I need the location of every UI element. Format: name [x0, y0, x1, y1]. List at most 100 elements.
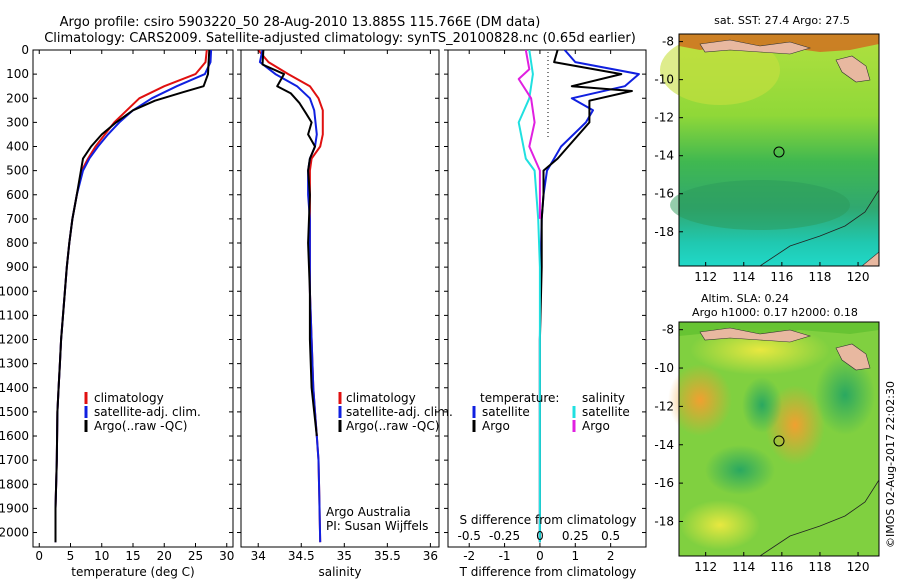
temperature-lines: [54, 50, 213, 543]
map-y-tick-label: -12: [654, 399, 674, 413]
sst-warm-patch: [660, 35, 780, 105]
difference-panel-frame: [447, 49, 647, 548]
x-tick-label: 20: [157, 549, 172, 563]
x-tick-label: 0: [536, 549, 544, 563]
depth-axis: 0 100 200 300 400 500 600 700 800 900 1000 1100 1200…: [0, 43, 646, 540]
depth-tick-label: 200: [6, 91, 29, 105]
s-difference-tick-label: 0: [536, 529, 544, 543]
map-y-tick-label: -14: [654, 149, 674, 163]
sst-island-1: [699, 39, 812, 55]
sla-map-frame: [678, 321, 880, 557]
map-x-tick-label: 112: [694, 560, 717, 574]
sla-island-2: [835, 343, 871, 371]
depth-tick-label: 0: [21, 43, 29, 57]
legend-header-temperature: temperature:: [480, 391, 559, 405]
salinity-xlabel: salinity: [318, 565, 361, 579]
map-y-tick-label: -8: [662, 35, 674, 49]
x-tick-label: 25: [188, 549, 203, 563]
legend-label-sal-satellite: satellite: [582, 405, 630, 419]
map-x-tick-label: 114: [732, 270, 755, 284]
temperature-x-axis: 0 5 10 15 20 25 30: [35, 50, 234, 563]
title-line-1: Argo profile: csiro 5903220_50 28-Aug-20…: [60, 15, 541, 30]
series-line-climatology: [257, 50, 324, 543]
map-x-tick-label: 116: [770, 270, 793, 284]
s-difference-tick-label: 0.5: [601, 529, 620, 543]
depth-tick-label: 800: [6, 236, 29, 250]
depth-tick-label: 1700: [0, 453, 29, 467]
t-difference-label: T difference from climatology: [459, 565, 637, 579]
x-tick-label: 36: [423, 549, 438, 563]
map-y-tick-label: -12: [654, 111, 674, 125]
s-difference-tick-label: 0.25: [562, 529, 589, 543]
x-tick-label: -1: [499, 549, 511, 563]
map-y-tick-label: -16: [654, 476, 674, 490]
map-y-tick-label: -8: [662, 323, 674, 337]
x-tick-label: 35: [337, 549, 352, 563]
annotation-argo-australia: Argo Australia: [326, 505, 411, 519]
x-tick-label: 34: [251, 549, 266, 563]
series-line-salinity-argo: [517, 50, 541, 219]
map-x-tick-label: 120: [847, 560, 870, 574]
depth-tick-label: 500: [6, 164, 29, 178]
legend-label-sal-argo: Argo: [582, 419, 610, 433]
sst-island-2: [835, 55, 871, 83]
depth-tick-label: 300: [6, 115, 29, 129]
series-line-salinity-satellite: [517, 50, 541, 543]
salinity-x-axis: 34 34.5 35 35.5 36: [251, 50, 438, 563]
map-x-tick-label: 118: [808, 560, 831, 574]
legend-label-satellite: satellite-adj. clim.: [346, 405, 453, 419]
s-difference-tick-label: -0.25: [489, 529, 520, 543]
depth-tick-label: 1900: [0, 501, 29, 515]
title-line-2: Climatology: CARS2009. Satellite-adjuste…: [44, 31, 636, 46]
sla-green-patch-2: [815, 355, 875, 435]
sla-map-title-1: Altim. SLA: 0.24: [701, 292, 789, 305]
sst-map: [660, 33, 880, 267]
series-line-temperature-argo: [538, 50, 633, 543]
depth-tick-label: 400: [6, 140, 29, 154]
depth-tick-label: 2000: [0, 526, 29, 540]
sla-green-patch-1: [742, 377, 782, 433]
sla-yellow-patch-south: [680, 500, 760, 550]
salinity-legend: climatology satellite-adj. clim. Argo(..…: [338, 391, 453, 433]
map-y-tick-label: -10: [654, 73, 674, 87]
x-tick-label: 35.5: [374, 549, 401, 563]
salinity-lines: [257, 50, 324, 543]
series-line-satellite-adj-clim-: [54, 50, 213, 543]
sst-coastline-australia: [759, 189, 880, 267]
sla-map-axes: 112 114 116 118 120 -8 -10 -12 -14 -16 -18: [654, 323, 869, 574]
map-y-tick-label: -18: [654, 514, 674, 528]
sla-green-patch-3: [705, 445, 775, 495]
x-tick-label: 1: [571, 549, 579, 563]
map-x-tick-label: 118: [808, 270, 831, 284]
legend-header-salinity: salinity: [582, 391, 625, 405]
sst-map-axes: 112 114 116 118 120 -8 -10 -12 -14 -16 -18: [654, 35, 869, 284]
s-difference-tick-label: -0.5: [458, 529, 481, 543]
s-difference-label: S difference from climatology: [460, 513, 637, 527]
legend-label-argo: Argo(..raw -QC): [94, 419, 187, 433]
map-y-tick-label: -14: [654, 438, 674, 452]
map-x-tick-label: 116: [770, 560, 793, 574]
legend-label-satellite: satellite-adj. clim.: [94, 405, 201, 419]
map-y-tick-label: -16: [654, 187, 674, 201]
legend-label-temp-argo: Argo: [482, 419, 510, 433]
x-tick-label: 10: [94, 549, 109, 563]
sla-map-title-2: Argo h1000: 0.17 h2000: 0.18: [692, 306, 858, 319]
sla-island-1: [699, 327, 812, 343]
map-x-tick-label: 112: [694, 270, 717, 284]
legend-label-temp-satellite: satellite: [482, 405, 530, 419]
argo-position-marker-sla: [773, 435, 785, 447]
difference-legend-temperature: temperature: satellite Argo: [472, 391, 559, 433]
x-tick-label: 5: [67, 549, 75, 563]
difference-lines: [517, 50, 640, 543]
depth-tick-label: 600: [6, 188, 29, 202]
depth-tick-label: 1300: [0, 357, 29, 371]
x-tick-label: 34.5: [288, 549, 315, 563]
depth-tick-label: 1200: [0, 333, 29, 347]
depth-tick-label: 900: [6, 260, 29, 274]
sla-warm-patch-west: [668, 364, 732, 436]
legend-label-climatology: climatology: [94, 391, 164, 405]
map-y-tick-label: -18: [654, 225, 674, 239]
depth-tick-label: 700: [6, 212, 29, 226]
x-tick-label: -2: [463, 549, 475, 563]
